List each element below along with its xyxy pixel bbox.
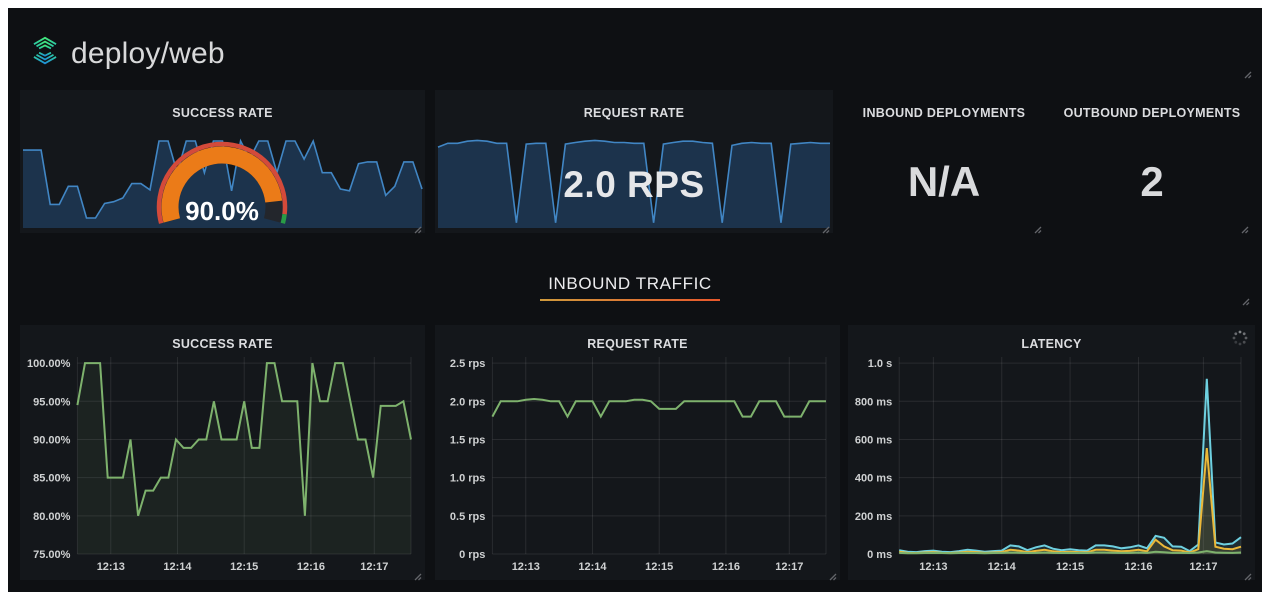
panel-title[interactable]: SUCCESS RATE	[172, 106, 273, 120]
resize-handle[interactable]	[1033, 221, 1042, 234]
svg-text:12:17: 12:17	[775, 561, 803, 573]
request-rate-chart[interactable]: 2.5 rps 2.0 rps 1.5 rps 1.0 rps 0.5 rps 0 rps…	[439, 351, 836, 576]
success-rate-sparkline[interactable]	[22, 128, 423, 229]
panel-title[interactable]: REQUEST RATE	[583, 106, 685, 120]
svg-text:12:16: 12:16	[712, 561, 740, 573]
resize-handle[interactable]	[828, 568, 837, 581]
inbound-deployments-stat-panel: INBOUND DEPLOYMENTS N/A	[843, 90, 1045, 234]
svg-text:12:15: 12:15	[230, 561, 258, 573]
resize-handle[interactable]	[1241, 293, 1250, 306]
svg-text:1.5 rps: 1.5 rps	[450, 434, 485, 446]
loading-spinner-icon	[1232, 330, 1248, 346]
resize-handle[interactable]	[821, 221, 830, 234]
header-panel: deploy/web	[18, 18, 1255, 79]
svg-text:600 ms: 600 ms	[855, 434, 892, 446]
svg-text:12:14: 12:14	[578, 561, 607, 573]
svg-text:100.00%: 100.00%	[27, 358, 71, 370]
inbound-deployments-value: N/A	[907, 158, 981, 205]
svg-text:1.0 s: 1.0 s	[868, 358, 892, 370]
row-accent-underline	[540, 299, 720, 301]
success-rate-chart[interactable]: 100.00% 95.00% 90.00% 85.00% 80.00% 75.00% 12:…	[24, 351, 421, 576]
svg-text:85.00%: 85.00%	[33, 473, 71, 485]
svg-text:80.00%: 80.00%	[33, 511, 71, 523]
svg-text:90.00%: 90.00%	[33, 434, 71, 446]
svg-text:0.5 rps: 0.5 rps	[450, 511, 485, 523]
success-rate-chart-panel: SUCCESS RATE 100.00% 95.00% 90.00% 85.00% 80…	[20, 325, 425, 581]
svg-text:2.0 rps: 2.0 rps	[450, 396, 485, 408]
svg-text:12:15: 12:15	[1056, 561, 1084, 573]
resize-handle[interactable]	[1243, 66, 1252, 79]
panel-title[interactable]: OUTBOUND DEPLOYMENTS	[1063, 106, 1241, 120]
request-rate-sparkline[interactable]	[437, 128, 831, 229]
outbound-deployments-stat-panel: OUTBOUND DEPLOYMENTS 2	[1052, 90, 1252, 234]
svg-text:1.0 rps: 1.0 rps	[450, 473, 485, 485]
dashboard: deploy/web SUCCESS RATE 90.0% REQUEST RA…	[8, 8, 1262, 592]
panel-title[interactable]: REQUEST RATE	[587, 337, 688, 351]
svg-text:800 ms: 800 ms	[855, 396, 892, 408]
svg-text:200 ms: 200 ms	[855, 511, 892, 523]
latency-chart[interactable]: 1.0 s 800 ms 600 ms 400 ms 200 ms 0 ms 12:13 12…	[852, 351, 1251, 576]
request-rate-value: 2.0 RPS	[563, 164, 705, 205]
svg-text:12:14: 12:14	[163, 561, 192, 573]
panel-title[interactable]: LATENCY	[1021, 337, 1082, 351]
dashboard-title: deploy/web	[71, 36, 225, 70]
request-rate-chart-panel: REQUEST RATE 2.5 rps 2.0 rps 1.5 rps 1.0 rp…	[435, 325, 840, 581]
row-header-inbound-traffic: INBOUND TRAFFIC	[8, 274, 1252, 316]
resize-handle[interactable]	[413, 221, 422, 234]
outbound-deployments-value: 2	[1140, 158, 1164, 205]
panel-title[interactable]: INBOUND DEPLOYMENTS	[862, 106, 1026, 120]
svg-text:12:16: 12:16	[297, 561, 325, 573]
success-rate-stat-panel: SUCCESS RATE 90.0%	[20, 90, 425, 234]
svg-text:12:13: 12:13	[919, 561, 947, 573]
svg-text:0 ms: 0 ms	[867, 549, 892, 561]
resize-handle[interactable]	[413, 568, 422, 581]
svg-text:75.00%: 75.00%	[33, 549, 71, 561]
svg-text:12:17: 12:17	[360, 561, 388, 573]
app-logo-icon	[28, 34, 62, 73]
svg-text:12:14: 12:14	[988, 561, 1017, 573]
resize-handle[interactable]	[1240, 221, 1249, 234]
svg-text:0 rps: 0 rps	[459, 549, 485, 561]
row-title[interactable]: INBOUND TRAFFIC	[548, 274, 712, 293]
svg-text:12:16: 12:16	[1124, 561, 1152, 573]
resize-handle[interactable]	[1243, 568, 1252, 581]
latency-chart-panel: LATENCY 1.0 s 800 ms 600 ms 400 ms 200 ms 0 m…	[848, 325, 1255, 581]
request-rate-stat-panel: REQUEST RATE 2.0 RPS	[435, 90, 833, 234]
panel-title[interactable]: SUCCESS RATE	[172, 337, 273, 351]
svg-text:400 ms: 400 ms	[855, 473, 892, 485]
svg-text:2.5 rps: 2.5 rps	[450, 358, 485, 370]
svg-text:95.00%: 95.00%	[33, 396, 71, 408]
svg-text:12:17: 12:17	[1189, 561, 1217, 573]
svg-text:12:15: 12:15	[645, 561, 673, 573]
svg-text:12:13: 12:13	[97, 561, 125, 573]
svg-text:12:13: 12:13	[512, 561, 540, 573]
